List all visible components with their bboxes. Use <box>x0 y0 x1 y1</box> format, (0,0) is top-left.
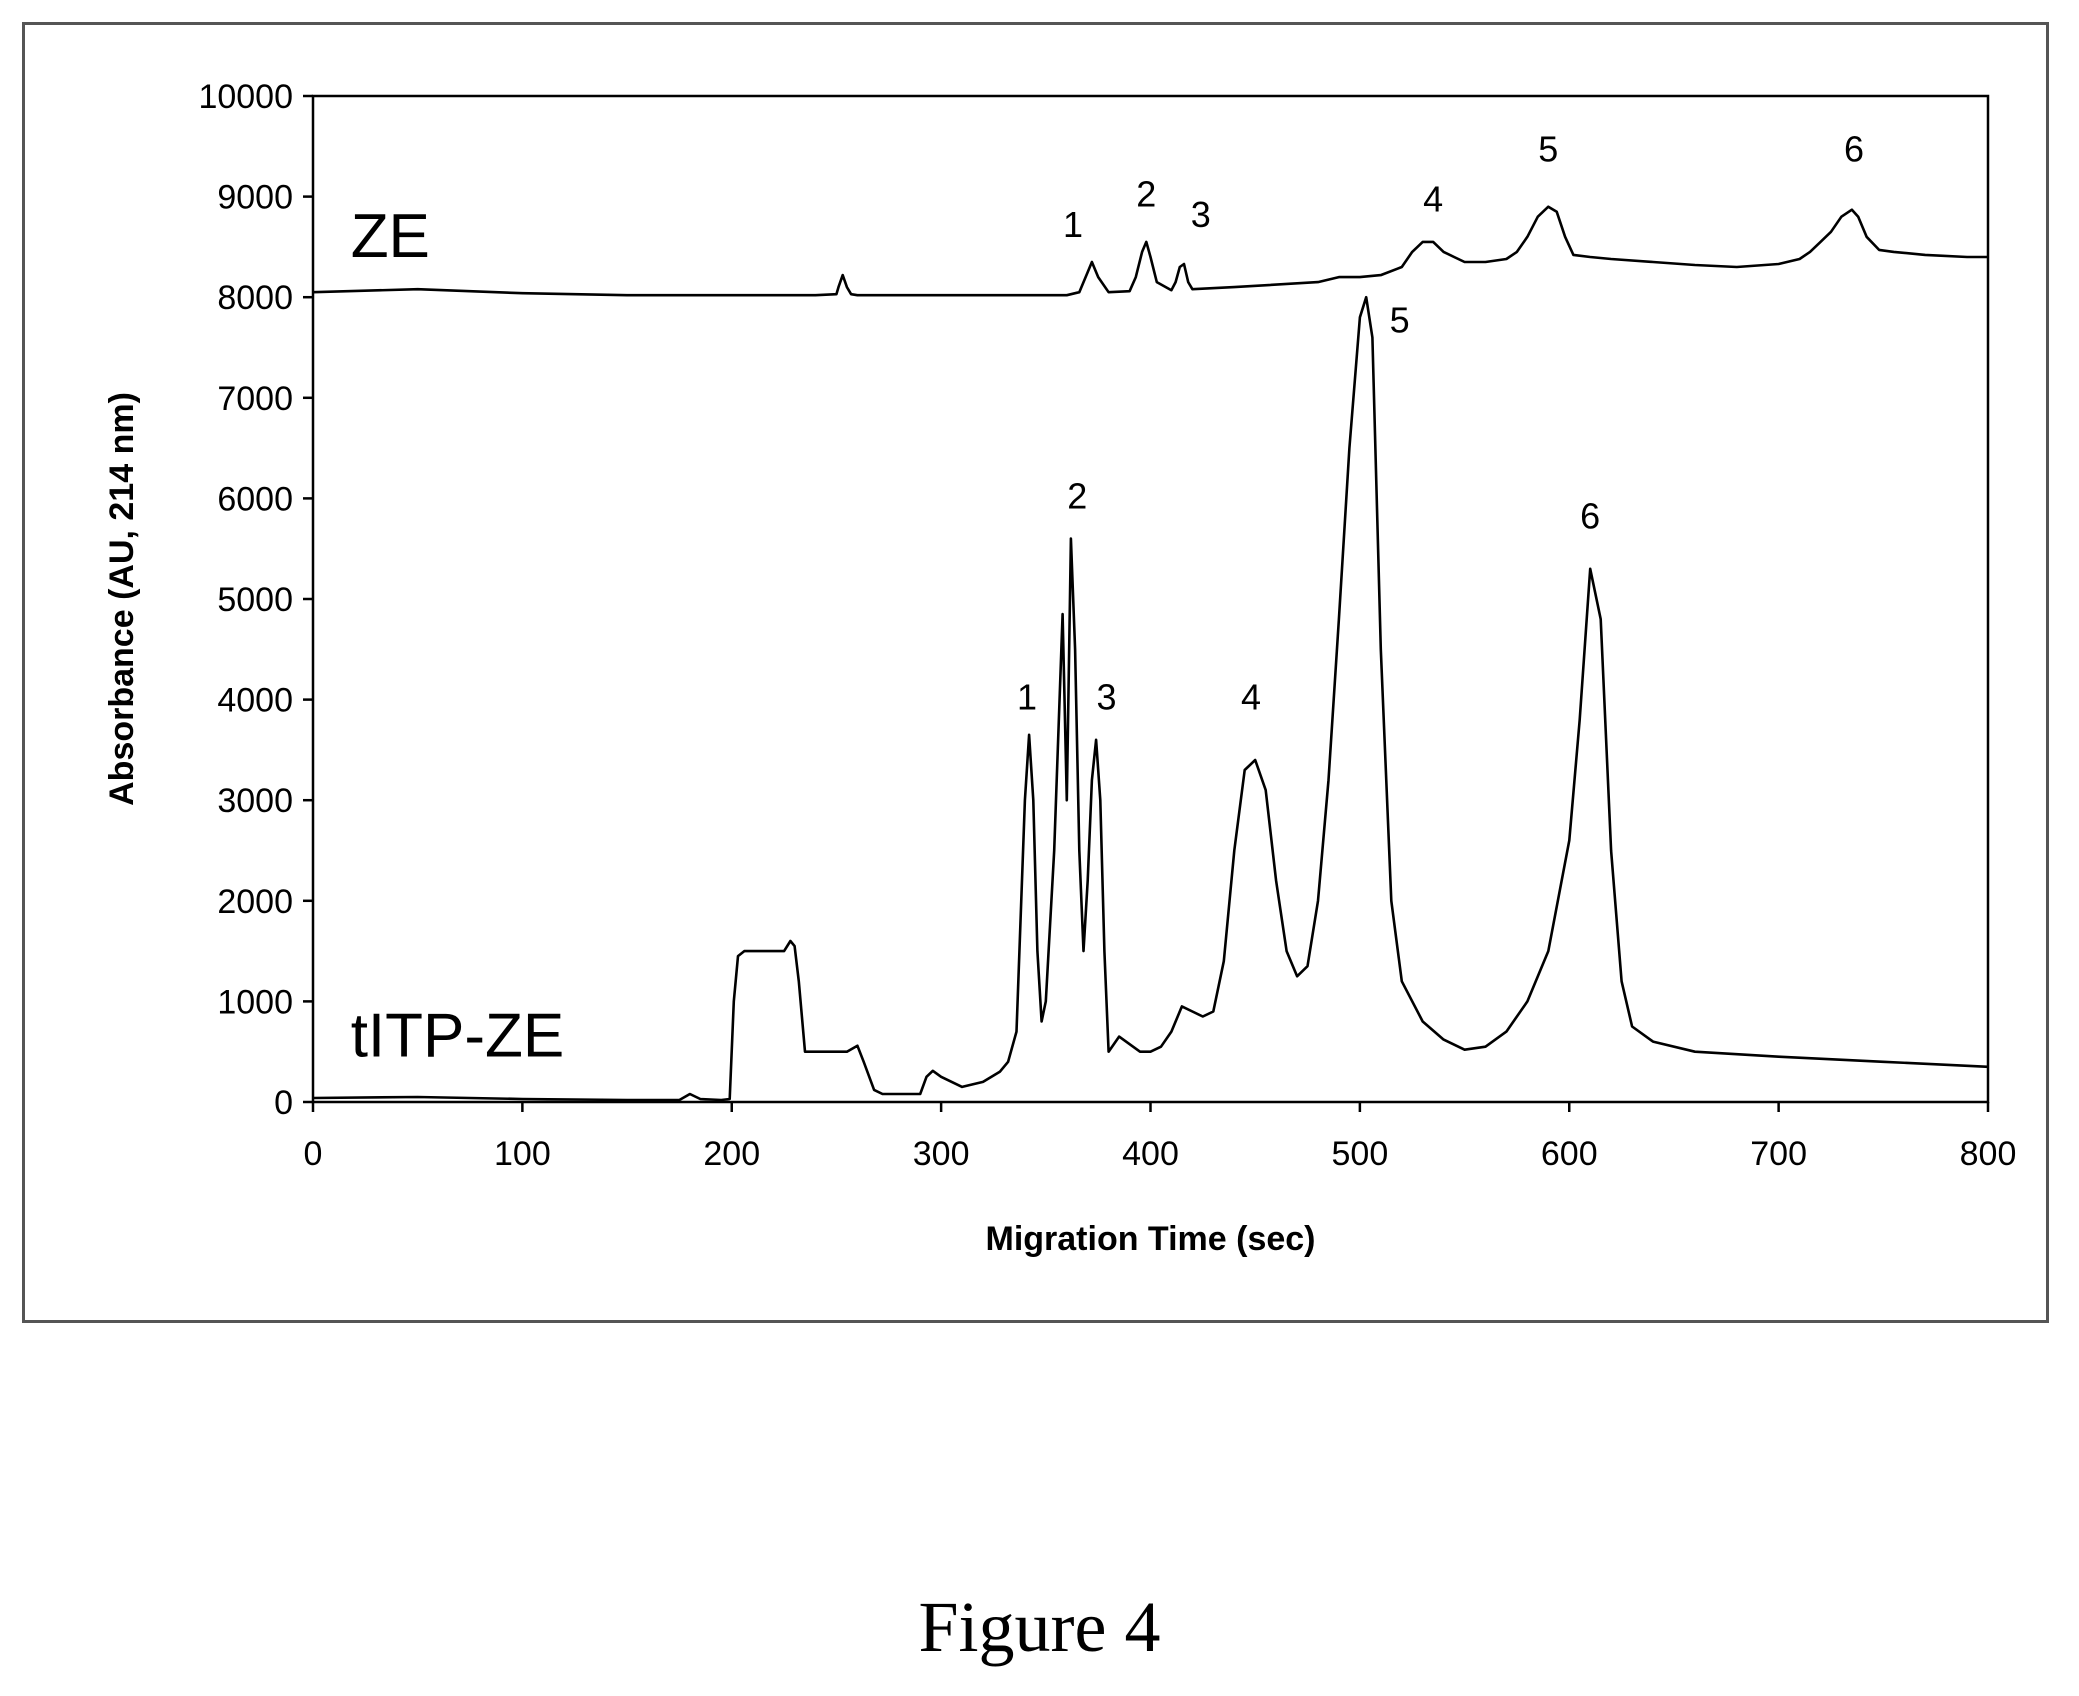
x-tick-label: 600 <box>1541 1135 1598 1173</box>
axes <box>311 94 1990 1104</box>
y-axis-title: Absorbance (AU, 214 nm) <box>103 392 141 806</box>
series-name-label: tITP-ZE <box>351 1002 565 1071</box>
peak-label: 3 <box>1191 194 1211 235</box>
chart-frame: 0 100 200 300 400 500 600 700 800 0 1000 2000 3000 40… <box>22 22 2049 1323</box>
x-tick-label: 0 <box>304 1135 323 1173</box>
x-tick-label: 800 <box>1960 1135 2017 1173</box>
peak-label: 4 <box>1423 179 1443 220</box>
x-tick-label: 400 <box>1122 1135 1179 1173</box>
peak-label: 2 <box>1136 174 1156 215</box>
plot-area-border <box>311 94 1990 1104</box>
y-tick-label: 9000 <box>217 179 293 217</box>
x-tick-label: 500 <box>1332 1135 1389 1173</box>
series <box>312 205 1989 1102</box>
ticks: 0 100 200 300 400 500 600 700 800010002000300040… <box>198 78 2016 1173</box>
x-tick-label: 700 <box>1750 1135 1807 1173</box>
x-axis-title: Migration Time (sec) <box>986 1220 1316 1258</box>
figure-caption: Figure 4 <box>918 1587 1161 1667</box>
x-tick-label: 300 <box>913 1135 970 1173</box>
peak-label: 1 <box>1063 204 1083 245</box>
y-tick-label: 2000 <box>217 883 293 921</box>
chromatogram-plot: 0 100 200 300 400 500 600 700 800010002000300040… <box>103 78 2016 1258</box>
y-tick-label: 3000 <box>217 782 293 820</box>
peak-label: 6 <box>1844 128 1864 169</box>
peak-label: 5 <box>1538 128 1558 169</box>
series-line-ze <box>312 205 1988 297</box>
y-tick-label: 6000 <box>217 480 293 518</box>
y-tick-label: 0 <box>274 1084 293 1122</box>
peak-label: 4 <box>1241 677 1261 718</box>
y-tick-label: 5000 <box>217 581 293 619</box>
peak-label: 6 <box>1580 496 1600 537</box>
y-tick-label: 1000 <box>217 983 293 1021</box>
y-tick-label: 4000 <box>217 682 293 720</box>
peak-label: 5 <box>1390 299 1410 340</box>
y-tick-label: 7000 <box>217 380 293 418</box>
peak-label: 1 <box>1017 677 1037 718</box>
x-tick-label: 200 <box>703 1135 760 1173</box>
series-name-label: ZE <box>351 202 430 271</box>
x-tick-label: 100 <box>494 1135 551 1173</box>
peak-label: 3 <box>1097 677 1117 718</box>
peak-label: 2 <box>1067 475 1087 516</box>
y-tick-label: 8000 <box>217 279 293 317</box>
series-line-titp-ze <box>312 295 1989 1102</box>
y-tick-label: 10000 <box>198 78 293 116</box>
